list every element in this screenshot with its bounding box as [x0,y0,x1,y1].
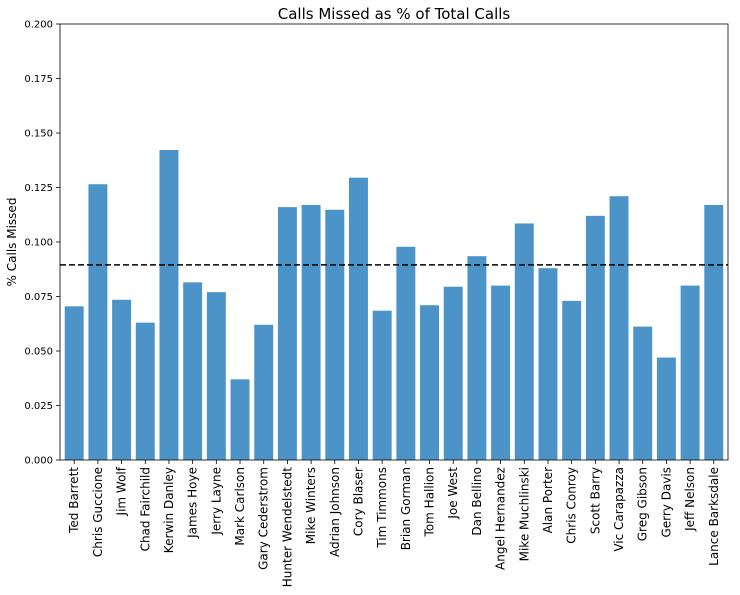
plot-frame [59,23,729,461]
bar [325,209,345,460]
x-tick-label: Scott Barry [588,467,602,534]
bar [704,204,724,460]
x-tick-label: Gerry Davis [659,467,673,538]
y-tick-label: 0.125 [24,183,53,194]
bar [230,379,250,460]
x-tick-label: Ted Barrett [67,467,81,534]
bar [538,268,558,460]
y-axis-label: % Calls Missed [5,198,19,287]
x-tick-label: Chris Guccione [91,467,105,557]
bar [159,150,179,460]
x-tick-label: Cory Blaser [351,467,365,536]
bar [396,246,416,460]
bar [491,285,511,460]
x-tick-label: Gary Cederstrom [257,467,271,570]
bar [656,357,676,460]
bar [420,305,440,460]
bar [585,215,605,460]
bar [680,285,700,460]
x-tick-label: Mark Carlson [233,467,247,546]
bar [135,322,155,460]
y-tick-label: 0.175 [24,74,53,85]
x-tick-label: Greg Gibson [636,467,650,541]
x-tick-label: James Hoye [186,467,200,539]
x-tick-label: Tim Timmons [375,467,389,549]
y-tick-label: 0.075 [24,292,53,303]
y-tick-label: 0.000 [24,456,53,467]
x-tick-label: Mike Muchlinski [517,467,531,561]
bar [301,204,321,460]
y-tick-label: 0.100 [24,238,53,249]
chart-title: Calls Missed as % of Total Calls [278,5,511,23]
bar [112,299,132,460]
bar [443,286,463,460]
x-tick-label: Mike Winters [304,467,318,544]
x-tick-label: Brian Gorman [399,467,413,550]
x-tick-label: Jim Wolf [115,466,129,516]
y-tick-label: 0.150 [24,129,53,140]
bar [562,300,582,460]
bar [277,207,297,460]
bar [372,310,392,460]
y-tick-label: 0.050 [24,347,53,358]
bar [254,324,274,460]
bars-group [64,150,724,461]
bar [467,256,487,460]
x-tick-label: Lance Barksdale [707,467,721,566]
bar [64,306,84,460]
x-tick-label: Angel Hernandez [494,467,508,570]
bar [183,282,203,460]
y-tick-label: 0.200 [24,20,53,31]
y-axis: 0.000 0.025 0.050 0.075 0.100 0.125 0.150 0.175… [24,20,60,467]
x-tick-label: Vic Carapazza [612,467,626,552]
x-tick-label: Chad Fairchild [138,467,152,551]
x-tick-label: Joe West [446,467,460,520]
x-tick-label: Dan Bellino [470,467,484,536]
x-tick-label: Jeff Nelson [683,467,697,532]
x-tick-label: Hunter Wendelstedt [280,467,294,588]
bar [609,196,629,460]
x-axis: Ted Barrett Chris Guccione Jim Wolf Chad Fa… [67,460,721,587]
x-tick-label: Chris Conroy [565,467,579,544]
bar [206,292,226,460]
bar [88,184,108,461]
x-tick-label: Alan Porter [541,467,555,533]
y-tick-label: 0.025 [24,401,53,412]
bar [514,223,534,460]
x-tick-label: Jerry Layne [209,467,223,536]
x-tick-label: Kerwin Danley [162,467,176,553]
bar [633,326,653,460]
x-tick-label: Tom Hallion [423,467,437,537]
x-tick-label: Adrian Johnson [328,467,342,557]
bar [348,177,368,460]
